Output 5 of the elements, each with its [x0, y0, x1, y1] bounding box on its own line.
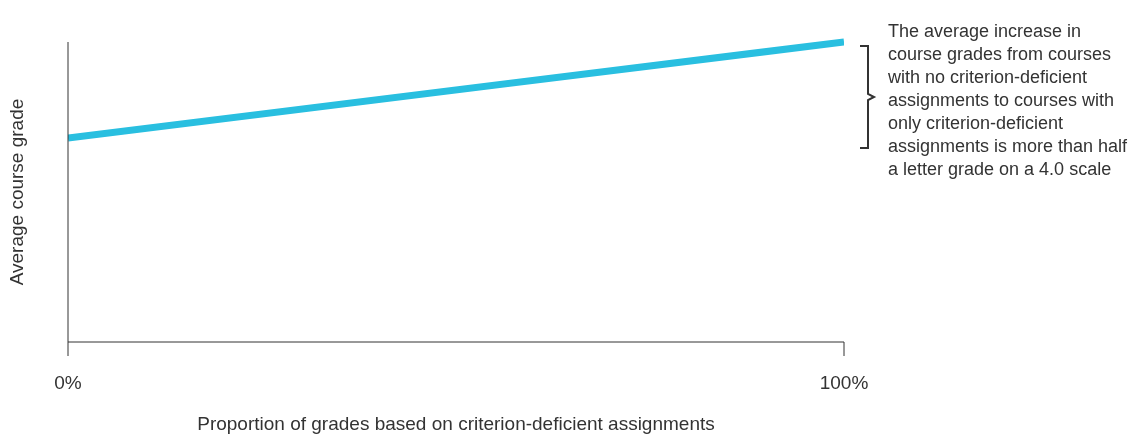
x-tick-label: 0% [54, 372, 82, 394]
x-tick-label: 100% [819, 372, 869, 394]
y-axis-title: Average course grade [5, 98, 27, 286]
x-axis-title: Proportion of grades based on criterion-deficient assignments [197, 413, 715, 434]
text: The average increase in course grades from courses with no criterion-deficient assignments to courses with only criterion-deficient assignments is more than half a letter grade on a 4.0 scale [888, 20, 1129, 181]
